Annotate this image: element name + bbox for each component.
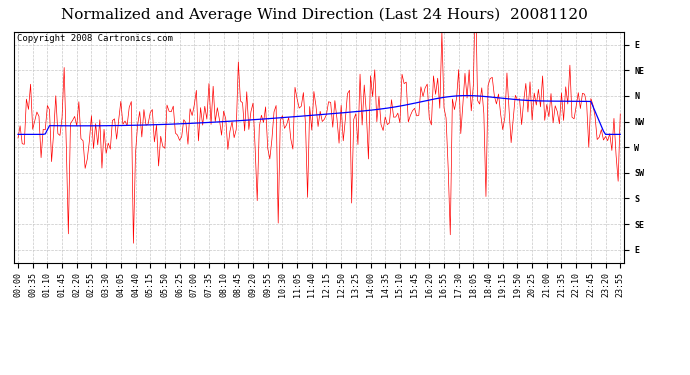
Text: Copyright 2008 Cartronics.com: Copyright 2008 Cartronics.com: [17, 34, 172, 43]
Text: Normalized and Average Wind Direction (Last 24 Hours)  20081120: Normalized and Average Wind Direction (L…: [61, 8, 588, 22]
